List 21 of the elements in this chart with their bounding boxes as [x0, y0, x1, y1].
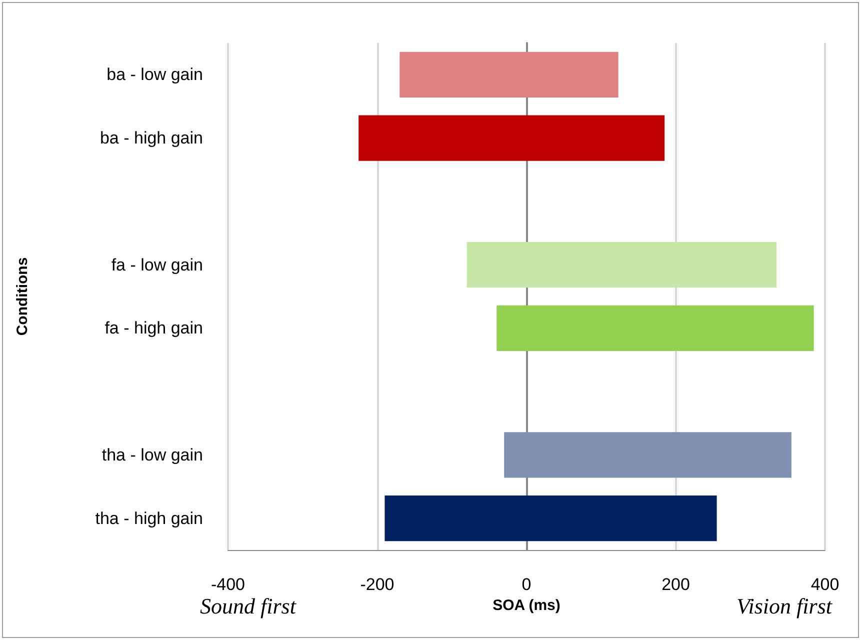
- x-tick-label: 0: [522, 575, 532, 594]
- y-tick-label: ba - high gain: [100, 128, 203, 148]
- x-tick-label: -400: [210, 575, 246, 594]
- y-tick-label: tha - low gain: [102, 445, 203, 464]
- bar: [496, 305, 814, 352]
- x-axis-title: SOA (ms): [492, 596, 560, 614]
- x-tick-label: 200: [662, 575, 690, 594]
- text: Vision first: [736, 594, 833, 618]
- y-tick-label: tha - high gain: [95, 508, 203, 528]
- y-tick-label: fa - low gain: [111, 255, 203, 274]
- text: Sound first: [200, 594, 297, 618]
- x-tick-label: 400: [810, 575, 840, 594]
- bar: [358, 115, 665, 161]
- x-tick-label: -200: [360, 575, 394, 594]
- y-axis-title: Conditions: [14, 257, 31, 336]
- y-tick-label: fa - high gain: [104, 318, 203, 338]
- bar: [466, 242, 776, 288]
- bar: [384, 496, 717, 542]
- bar: [400, 52, 618, 98]
- bar: [504, 432, 792, 478]
- y-tick-label: ba - low gain: [106, 65, 203, 84]
